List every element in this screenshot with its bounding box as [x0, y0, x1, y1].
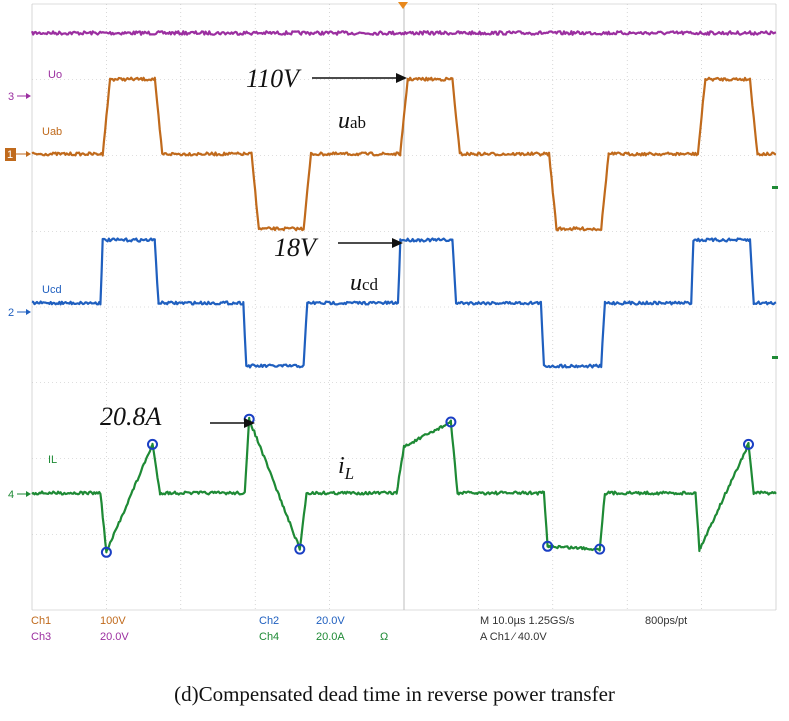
il-marked-point: [542, 540, 554, 552]
status-bar: Ch1 100V Ch3 20.0V Ch2 20.0V Ch4 20.0A Ω…: [31, 615, 687, 643]
status-ch1-scale: 100V: [100, 615, 126, 627]
status-ch4-unit: Ω: [380, 631, 388, 643]
arrow-20-8a: [210, 418, 255, 428]
il-marked-point: [445, 416, 457, 428]
status-ch2-scale: 20.0V: [316, 615, 345, 627]
status-ch1: Ch1: [31, 615, 51, 627]
arrow-18v: [338, 238, 403, 248]
marker-ch1: 1: [5, 148, 31, 161]
svg-text:2: 2: [8, 307, 14, 319]
annotation-18v: 18V: [274, 233, 319, 262]
trace-ucd: [31, 237, 777, 369]
label-uo: Uo: [48, 69, 62, 81]
waveform-traces: [30, 30, 777, 554]
il-marked-point: [294, 543, 306, 555]
il-marked-point: [743, 438, 754, 450]
status-ch4: Ch4: [259, 631, 279, 643]
arrow-110v: [312, 73, 407, 83]
label-uab: Uab: [42, 126, 62, 138]
annotation-uab: uab: [338, 108, 366, 134]
right-edge-marks: [772, 186, 778, 359]
status-ch2: Ch2: [259, 615, 279, 627]
annotation-ucd: ucd: [350, 270, 379, 296]
status-timebase: M 10.0µs 1.25GS/s: [480, 615, 575, 627]
status-trigger: A Ch1 ⁄ 40.0V: [480, 631, 547, 643]
il-marked-point: [100, 546, 112, 558]
status-ch3: Ch3: [31, 631, 51, 643]
trace-il: [31, 416, 777, 554]
annotation-20-8a: 20.8A: [100, 402, 162, 431]
marker-ch3: 3: [8, 91, 31, 103]
status-ch4-scale: 20.0A: [316, 631, 345, 643]
marker-ch4: 4: [8, 489, 31, 501]
svg-text:3: 3: [8, 91, 14, 103]
il-marked-point: [147, 438, 158, 450]
label-il: IL: [48, 454, 57, 466]
trigger-position-marker: [398, 2, 408, 9]
trace-uo: [30, 30, 777, 36]
trace-uab: [31, 76, 777, 232]
svg-text:4: 4: [8, 489, 14, 501]
svg-text:1: 1: [7, 149, 13, 161]
annotation-110v: 110V: [246, 64, 302, 93]
label-ucd: Ucd: [42, 284, 62, 296]
il-marked-point: [594, 543, 606, 555]
graticule: [31, 3, 777, 611]
marker-ch2: 2: [8, 307, 31, 319]
annotation-il: iL: [338, 453, 354, 483]
status-ch3-scale: 20.0V: [100, 631, 129, 643]
figure-caption: (d)Compensated dead time in reverse powe…: [174, 682, 615, 706]
status-pts: 800ps/pt: [645, 615, 687, 627]
